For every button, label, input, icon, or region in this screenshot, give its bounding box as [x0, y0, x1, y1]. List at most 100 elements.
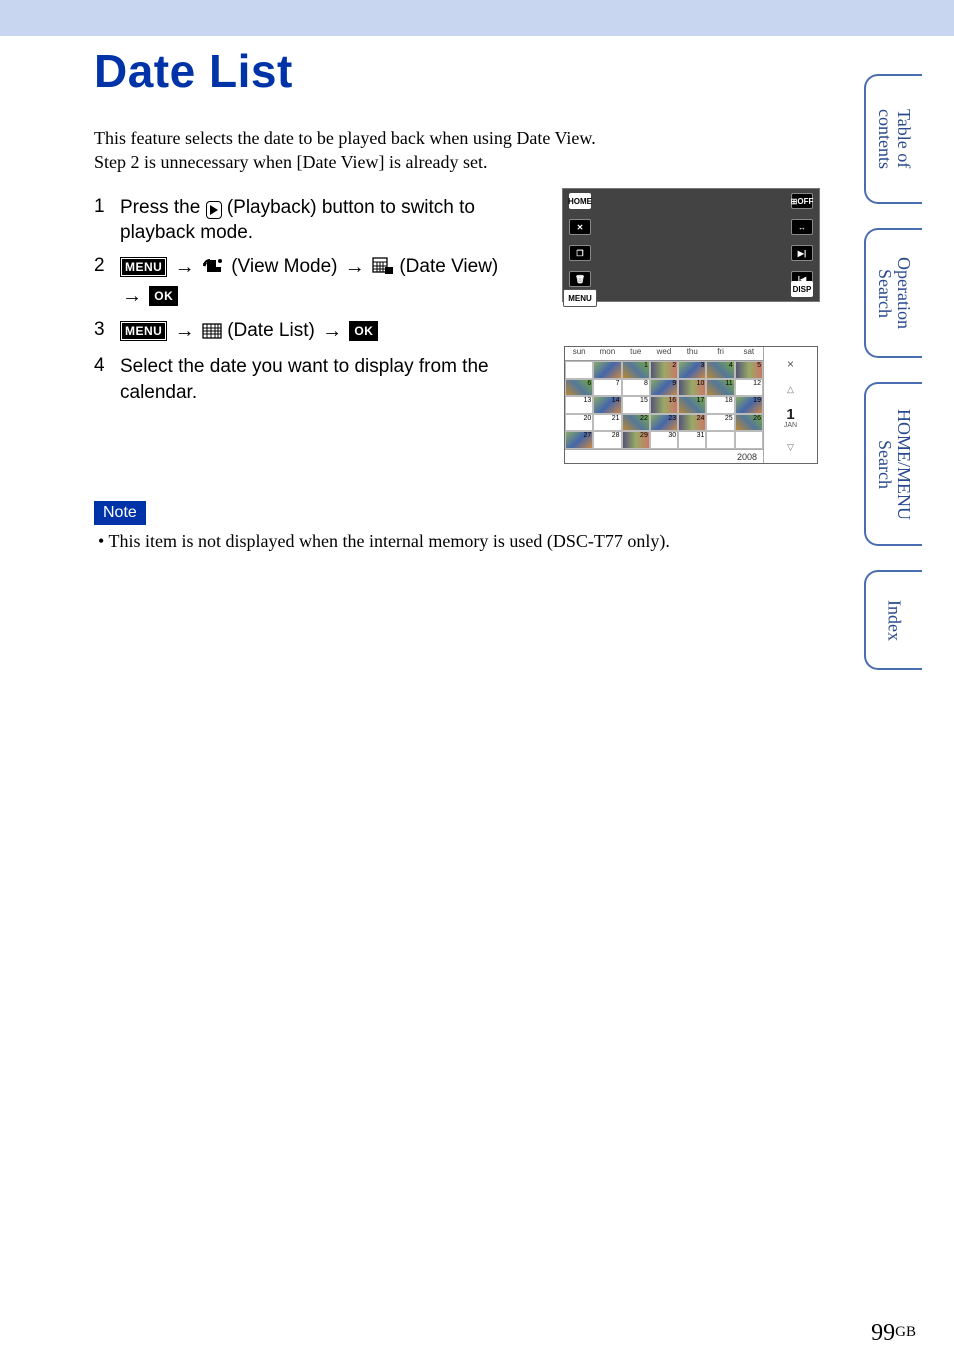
page-num-value: 99 [871, 1320, 895, 1346]
page-num-suffix: GB [895, 1324, 916, 1340]
header-band [0, 0, 954, 36]
steps-list: 1 Press the (Playback) button to switch … [94, 195, 534, 406]
wide-zoom-icon: ↔ [791, 219, 813, 235]
date-view-icon [372, 257, 394, 283]
calendar-cell: 19 [735, 396, 763, 414]
calendar-cell: 6 [565, 379, 593, 397]
step-body: MENU → (Date List) → OK [120, 318, 378, 347]
calendar-cell: 10 [678, 379, 706, 397]
intro-step-num: 2 [131, 152, 140, 172]
step-2-dateview: (Date View) [399, 256, 498, 277]
calendar-cell: 7 [593, 379, 621, 397]
calendar-cell: 1 [622, 361, 650, 379]
calendar-cell [706, 431, 734, 449]
arrow-icon: → [345, 256, 365, 278]
calendar-cell: 4 [706, 361, 734, 379]
step-3: 3 MENU → (Date List) → OK [94, 318, 534, 347]
display-off-icon: ⊞OFF [791, 193, 813, 209]
step-3-datelist: (Date List) [227, 320, 320, 341]
day-head: wed [650, 347, 678, 361]
calendar-row: 1 2 3 4 5 [565, 361, 763, 379]
tab-operation-search[interactable]: Operation Search [864, 228, 922, 358]
calendar-cell [565, 361, 593, 379]
step-2: 2 MENU → (View Mode) → (Date View) → OK [94, 254, 534, 310]
disp-icon: DISP [791, 281, 813, 297]
tab-index[interactable]: Index [864, 570, 922, 670]
step-4-text: Select the date you want to display from… [120, 354, 534, 405]
arrow-icon: → [122, 285, 142, 307]
calendar-cell: 18 [706, 396, 734, 414]
day-head: fri [706, 347, 734, 361]
step-number: 3 [94, 318, 120, 341]
calendar-cell: 12 [735, 379, 763, 397]
intro-step-prefix: Step [94, 152, 131, 172]
playback-icon [206, 201, 222, 219]
calendar-cell: 27 [565, 431, 593, 449]
step-body: MENU → (View Mode) → (Date View) → OK [120, 254, 498, 310]
day-head: thu [678, 347, 706, 361]
calendar-cell: 9 [650, 379, 678, 397]
playback-screen: HOME ✕ ❐ 🗑 ⊞OFF ↔ ▶| |◀ MENU DISP [562, 188, 820, 302]
step-1-text-a: Press the [120, 197, 206, 218]
slideshow-icon: ❐ [569, 245, 591, 261]
calendar-cell: 8 [622, 379, 650, 397]
day-head: sat [735, 347, 763, 361]
calendar-cell: 16 [650, 396, 678, 414]
day-head: sun [565, 347, 593, 361]
note-label: Note [94, 501, 146, 525]
zoom-out-icon: ✕ [569, 219, 591, 235]
arrow-icon: → [175, 320, 195, 342]
calendar-cell: 14 [593, 396, 621, 414]
calendar-cell: 15 [622, 396, 650, 414]
calendar-cell: 28 [593, 431, 621, 449]
tab-home-menu-search[interactable]: HOME/MENU Search [864, 382, 922, 546]
side-tabs: Table of contents Operation Search HOME/… [864, 74, 922, 670]
step-4: 4 Select the date you want to display fr… [94, 354, 534, 405]
selected-month: JAN [784, 422, 797, 429]
note-bullet: • This item is not displayed when the in… [94, 531, 780, 552]
up-arrow-icon: △ [787, 384, 794, 395]
intro-text: This feature selects the date to be play… [94, 126, 780, 175]
calendar-cell: 23 [650, 414, 678, 432]
page-number: 99GB [871, 1320, 916, 1347]
calendar-rows: 1 2 3 4 5 6 7 8 9 10 11 12 13 14 15 16 1… [565, 361, 763, 449]
menu-chip-icon: MENU [120, 257, 167, 277]
step-body: Press the (Playback) button to switch to… [120, 195, 534, 246]
calendar-head: sun mon tue wed thu fri sat [565, 347, 763, 361]
tab-table-of-contents[interactable]: Table of contents [864, 74, 922, 204]
day-head: tue [622, 347, 650, 361]
arrow-icon: → [175, 256, 195, 278]
playback-left-col: HOME ✕ ❐ 🗑 [569, 193, 591, 287]
playback-screenshot: HOME ✕ ❐ 🗑 ⊞OFF ↔ ▶| |◀ MENU DISP [562, 188, 820, 302]
calendar-year: 2008 [565, 449, 763, 463]
calendar-cell: 20 [565, 414, 593, 432]
ok-chip-icon: OK [349, 321, 378, 341]
intro-step-suffix: is unnecessary when [Date View] is alrea… [140, 152, 488, 172]
step-1: 1 Press the (Playback) button to switch … [94, 195, 534, 246]
calendar-cell: 2 [650, 361, 678, 379]
step-2-viewmode: (View Mode) [231, 256, 343, 277]
calendar-row: 20 21 22 23 24 25 26 [565, 414, 763, 432]
step-number: 1 [94, 195, 120, 218]
calendar-cell: 25 [706, 414, 734, 432]
calendar-screenshot: sun mon tue wed thu fri sat 1 2 3 4 5 6 … [564, 346, 818, 464]
down-arrow-icon: ▽ [787, 442, 794, 453]
calendar-cell: 31 [678, 431, 706, 449]
calendar-cell [593, 361, 621, 379]
view-mode-icon [202, 257, 226, 283]
close-icon: × [787, 357, 794, 371]
date-list-icon [202, 321, 222, 347]
home-icon: HOME [569, 193, 591, 209]
step-number: 4 [94, 354, 120, 377]
calendar-cell: 22 [622, 414, 650, 432]
page-title: Date List [94, 44, 780, 98]
calendar-grid: sun mon tue wed thu fri sat 1 2 3 4 5 6 … [565, 347, 763, 463]
calendar-cell: 21 [593, 414, 621, 432]
calendar-cell: 5 [735, 361, 763, 379]
day-head: mon [593, 347, 621, 361]
next-icon: ▶| [791, 245, 813, 261]
selected-day: 1 [784, 408, 797, 422]
calendar-cell [735, 431, 763, 449]
calendar-side: × △ 1 JAN ▽ [763, 347, 817, 463]
calendar-cell: 26 [735, 414, 763, 432]
